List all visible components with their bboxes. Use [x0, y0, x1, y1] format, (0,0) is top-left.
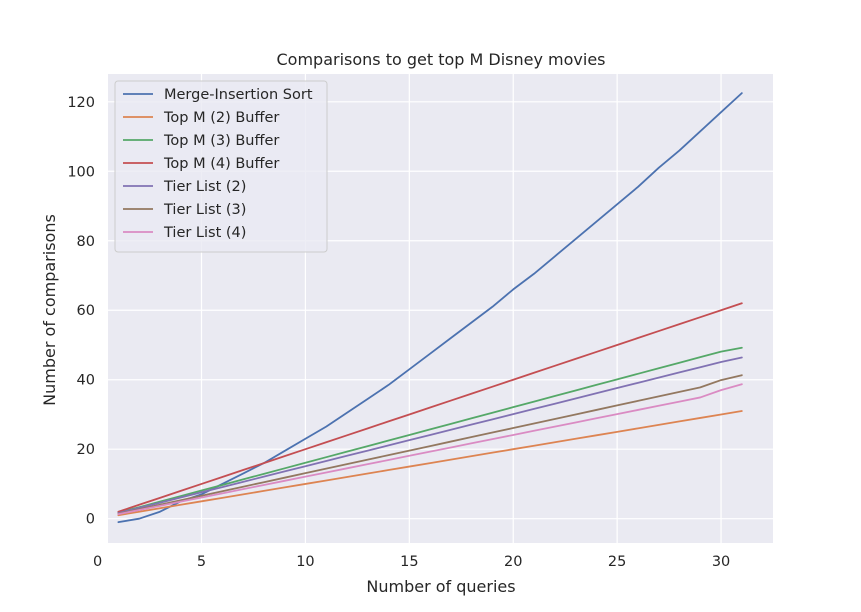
x-tick-label: 25 [608, 554, 626, 570]
legend-label-0: Merge-Insertion Sort [164, 87, 313, 103]
y-tick-label: 20 [77, 442, 95, 458]
series-line-1 [117, 410, 743, 517]
legend-box [114, 80, 328, 253]
y-tick-label: 40 [77, 373, 95, 389]
series-line-2 [117, 346, 743, 514]
legend-label-1: Top M (2) Buffer [163, 110, 279, 126]
x-tick-label: 10 [296, 554, 314, 570]
x-axis-label: Number of queries [366, 577, 515, 596]
x-tick-label: 20 [504, 554, 522, 570]
x-axis-ticks: 0 5 10 15 20 25 30 [93, 554, 730, 570]
legend: Merge-Insertion Sort Top M (2) Buffer Top … [114, 80, 328, 253]
series-line-4 [117, 356, 743, 515]
x-tick-label: 30 [712, 554, 730, 570]
series-line-5 [117, 374, 743, 515]
x-tick-label: 0 [93, 554, 102, 570]
y-tick-label: 80 [77, 234, 95, 250]
y-axis-label: Number of comparisons [40, 214, 59, 406]
series-layer [117, 92, 743, 524]
series-line-3 [117, 302, 743, 513]
y-tick-label: 60 [77, 303, 95, 319]
legend-label-4: Tier List (2) [163, 179, 246, 195]
legend-label-3: Top M (4) Buffer [163, 156, 279, 172]
legend-label-6: Tier List (4) [163, 225, 246, 241]
legend-label-2: Top M (3) Buffer [163, 133, 279, 149]
y-axis-ticks: 0 20 40 60 80 100 120 [67, 95, 95, 528]
x-tick-label: 15 [400, 554, 418, 570]
series-line-0 [117, 92, 743, 524]
chart-title: Comparisons to get top M Disney movies [276, 50, 605, 69]
series-line-6 [117, 383, 743, 516]
y-tick-label: 100 [67, 164, 95, 180]
y-tick-label: 0 [86, 512, 95, 528]
legend-label-5: Tier List (3) [163, 202, 246, 218]
y-tick-label: 120 [67, 95, 95, 111]
x-tick-label: 5 [197, 554, 206, 570]
